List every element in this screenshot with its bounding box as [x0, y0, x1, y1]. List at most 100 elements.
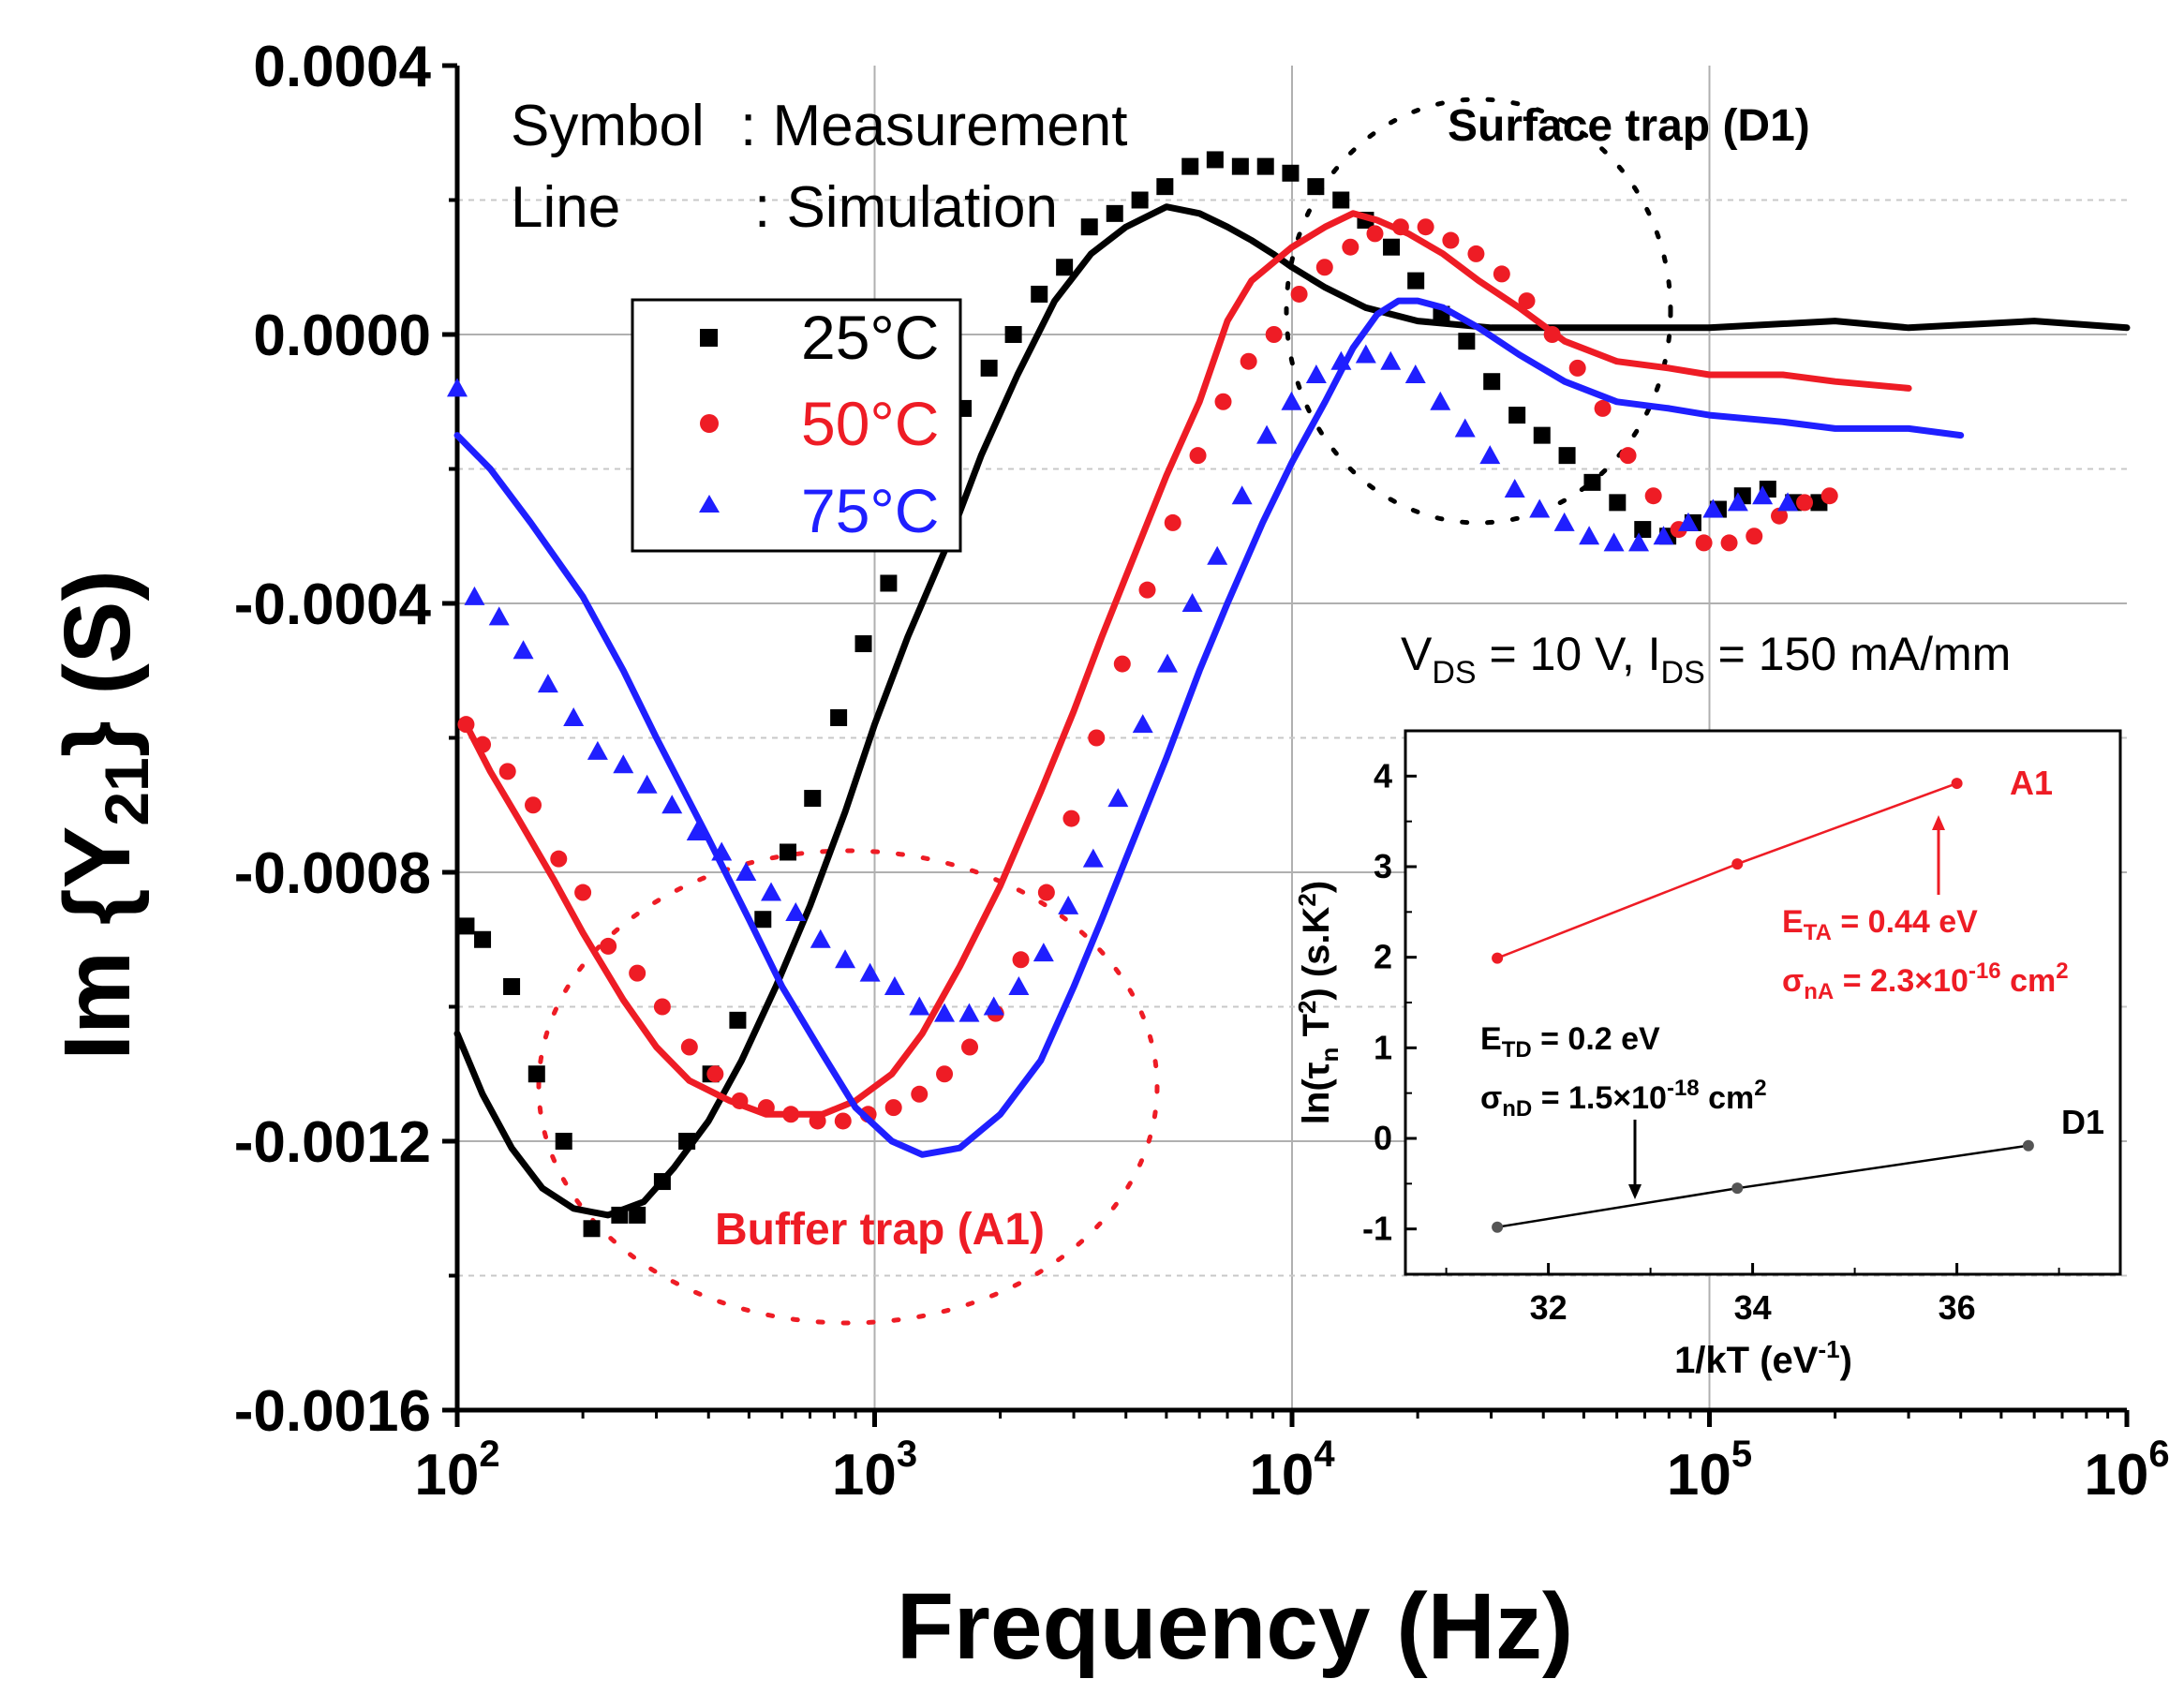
- bias-condition: VDS = 10 V, IDS = 150 mA/mm: [1401, 628, 2011, 691]
- measurement-point: [611, 1206, 629, 1224]
- measurement-point: [1558, 447, 1576, 465]
- inset-y-tick-label: -1: [1362, 1210, 1392, 1248]
- measurement-point: [1609, 494, 1627, 512]
- measurement-point: [686, 821, 707, 840]
- measurement-point: [1281, 391, 1302, 410]
- measurement-point: [958, 1003, 980, 1022]
- measurement-point: [830, 708, 848, 726]
- inset-y-tick-label: 2: [1374, 938, 1392, 976]
- measurement-point: [1157, 653, 1179, 673]
- measurement-point: [447, 378, 468, 397]
- sa-mid: = 2.3×10: [1834, 963, 1969, 999]
- measurement-point: [587, 740, 608, 760]
- inset-y-title-suffix: ) (s.K: [1296, 906, 1337, 1000]
- measurement-point: [1391, 218, 1409, 236]
- measurement-point: [854, 635, 872, 653]
- measurement-point: [1265, 326, 1283, 343]
- inset-y-title-sub: n: [1315, 1048, 1344, 1062]
- inset-label-a1: A1: [2010, 764, 2053, 802]
- inset-series-A1: [1492, 778, 1963, 964]
- measurement-point: [1240, 352, 1257, 370]
- inset-y-title-mid: T: [1296, 1014, 1337, 1048]
- measurement-point: [1231, 485, 1253, 505]
- sa-post: cm: [2001, 963, 2057, 999]
- inset-y-tick-label: 0: [1374, 1119, 1392, 1157]
- measurement-point: [474, 736, 492, 753]
- inset-y-title-sup2: 2: [1293, 893, 1321, 906]
- sd-sub: nD: [1502, 1096, 1532, 1122]
- measurement-point: [613, 754, 634, 774]
- measurement-point: [661, 795, 683, 814]
- measurement-point: [1383, 238, 1401, 256]
- measurement-point: [1430, 391, 1451, 410]
- measurement-point: [1342, 238, 1359, 256]
- measurement-point: [1380, 350, 1402, 370]
- line-note-label: Line: [511, 175, 620, 240]
- measurement-point: [880, 574, 898, 592]
- sd-post: cm: [1700, 1080, 1755, 1116]
- measurement-point: [1132, 714, 1153, 734]
- simulation-line: [453, 203, 2131, 1219]
- measurement-point: [474, 930, 492, 948]
- inset-sigma-d1: σnD = 1.5×10-18 cm2: [1480, 1076, 1767, 1122]
- measurement-point: [1454, 418, 1476, 438]
- measurement-point: [911, 1085, 929, 1103]
- measurement-point: [1752, 485, 1774, 505]
- measurement-point: [678, 1133, 696, 1150]
- measurement-point: [488, 606, 510, 626]
- measurement-point: [680, 1038, 698, 1056]
- legend: 25°C 50°C 75°C: [631, 298, 962, 553]
- bias-i-sub: DS: [1661, 655, 1705, 691]
- bias-v-sub: DS: [1432, 655, 1476, 691]
- measurement-point: [1315, 259, 1333, 276]
- measurement-point: [735, 862, 757, 881]
- measurement-point: [1619, 447, 1637, 465]
- measurement-point: [1307, 178, 1325, 196]
- measurement-point: [1282, 164, 1300, 182]
- y-title-sub: 21: [92, 757, 161, 825]
- sa-pre: σ: [1782, 963, 1804, 999]
- measurement-point: [1355, 344, 1376, 364]
- sd-sup2: 2: [1754, 1076, 1766, 1101]
- measurement-point: [1256, 157, 1274, 175]
- measurement-point: [804, 790, 822, 808]
- measurement-point: [980, 359, 998, 377]
- buffer-trap-circle: [536, 848, 1160, 1326]
- legend-marker-25c: [700, 329, 718, 347]
- series-50°C: [457, 210, 1912, 1130]
- measurement-point: [1290, 285, 1308, 303]
- inset-x-tick-label: 36: [1939, 1288, 1976, 1327]
- measurement-point: [1332, 191, 1350, 209]
- inset-x-title-sup: -1: [1818, 1335, 1839, 1363]
- measurement-point: [629, 1206, 646, 1224]
- ea-sub: TA: [1804, 920, 1832, 945]
- measurement-point: [1407, 272, 1425, 290]
- measurement-point: [1037, 884, 1055, 901]
- measurement-point: [1214, 393, 1232, 410]
- measurement-point: [936, 1065, 954, 1083]
- measurement-point: [1820, 487, 1838, 505]
- ea-pre: E: [1782, 904, 1804, 940]
- measurement-point: [513, 640, 534, 660]
- x-axis-title: Frequency (Hz): [897, 1574, 1573, 1679]
- inset-x-title-suffix: ): [1840, 1340, 1852, 1381]
- measurement-point: [1366, 225, 1384, 243]
- measurement-point: [1483, 373, 1501, 391]
- legend-box: [631, 298, 962, 553]
- measurement-point: [1720, 534, 1738, 552]
- ed-post: = 0.2 eV: [1532, 1021, 1660, 1057]
- inset-y-tick-label: 3: [1374, 847, 1392, 885]
- measurement-point: [1138, 581, 1156, 599]
- measurement-point: [550, 850, 568, 868]
- measurement-point: [464, 586, 485, 605]
- surface-trap-circle: [1284, 97, 1673, 526]
- measurement-point: [457, 917, 475, 935]
- measurement-point: [574, 884, 592, 901]
- inset-point: [1731, 858, 1744, 870]
- measurement-point: [525, 796, 542, 814]
- measurement-point: [1012, 951, 1030, 969]
- sd-pre: σ: [1480, 1080, 1502, 1116]
- measurement-point: [583, 1220, 601, 1238]
